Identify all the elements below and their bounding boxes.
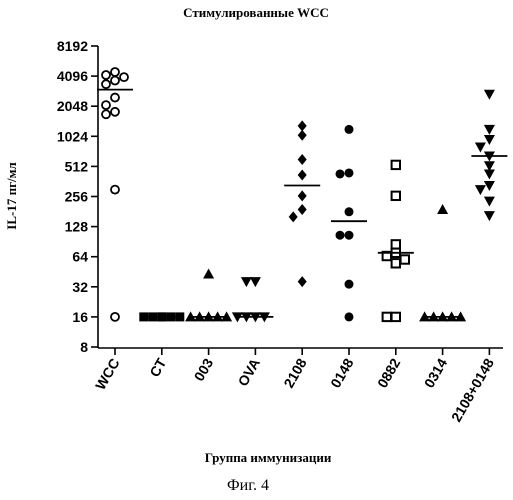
- x-tick-label-0148: 0148: [327, 355, 357, 390]
- data-point: [345, 168, 354, 177]
- data-point: [392, 259, 400, 267]
- x-tick-label-2108+0148: 2108+0148: [448, 355, 497, 424]
- data-point: [345, 312, 354, 321]
- data-point: [484, 197, 495, 207]
- data-point: [484, 181, 495, 191]
- data-point: [241, 277, 252, 287]
- data-point: [345, 231, 354, 240]
- x-tick-label-0882: 0882: [374, 355, 404, 390]
- data-point: [475, 143, 486, 153]
- y-axis-ticks: 8 16 32 64 128 256 512 1024 2048 4096 8192: [57, 38, 98, 355]
- data-point: [111, 313, 119, 321]
- x-tick-label-0314: 0314: [421, 355, 451, 390]
- chart-title: Стимулированные WCC: [183, 5, 329, 20]
- data-point: [484, 90, 495, 100]
- data-point: [345, 280, 354, 289]
- y-tick-label: 16: [72, 309, 88, 325]
- data-point: [120, 73, 128, 81]
- y-tick-label: 32: [72, 279, 88, 295]
- data-point: [250, 277, 261, 287]
- x-axis-label: Группа иммунизации: [205, 450, 332, 465]
- data-point: [437, 204, 448, 214]
- data-point: [298, 130, 307, 141]
- data-point: [345, 207, 354, 216]
- data-point: [298, 204, 307, 215]
- y-tick-label: 8192: [57, 38, 88, 54]
- data-point: [392, 192, 400, 200]
- y-tick-label: 128: [65, 219, 89, 235]
- y-tick-label: 2048: [57, 98, 88, 114]
- y-axis-label: IL-17 пг/мл: [4, 162, 19, 229]
- data-point: [336, 169, 345, 178]
- data-point: [102, 101, 110, 109]
- y-tick-label: 1024: [57, 128, 88, 144]
- data-point: [345, 125, 354, 134]
- x-tick-label-2108: 2108: [280, 355, 310, 390]
- data-point: [298, 170, 307, 181]
- data-point: [298, 154, 307, 165]
- data-point: [475, 185, 486, 195]
- y-tick-label: 4096: [57, 68, 88, 84]
- x-tick-label-wcc: WCC: [92, 356, 123, 393]
- y-tick-label: 256: [65, 189, 89, 205]
- data-point: [401, 255, 409, 263]
- data-point: [336, 231, 345, 240]
- x-tick-label-003: 003: [191, 355, 217, 383]
- data-point: [484, 125, 495, 135]
- data-point: [484, 211, 495, 221]
- figure-caption: Фиг. 4: [227, 477, 269, 494]
- y-tick-label: 8: [80, 339, 88, 355]
- data-point: [102, 80, 110, 88]
- x-tick-label-ct: CT: [146, 355, 169, 380]
- data-point: [298, 276, 307, 287]
- data-point: [484, 135, 495, 145]
- data-point: [392, 240, 400, 248]
- y-tick-label: 512: [65, 158, 89, 174]
- y-tick-label: 64: [72, 249, 88, 265]
- data-point: [102, 71, 110, 79]
- data-point: [484, 169, 495, 179]
- data-point: [383, 313, 391, 321]
- data-point: [102, 110, 110, 118]
- data-point: [392, 313, 400, 321]
- data-point: [111, 68, 119, 76]
- data-point: [111, 77, 119, 85]
- data-point: [203, 268, 214, 278]
- data-point: [298, 190, 307, 201]
- data-point: [111, 94, 119, 102]
- x-axis-ticks: WCC CT 003 OVA 2108 0148 0882 03142108+0148: [92, 348, 497, 425]
- data-point: [289, 211, 298, 222]
- data-point: [111, 186, 119, 194]
- data-point: [392, 161, 400, 169]
- data-point: [111, 108, 119, 116]
- data-points: [102, 68, 495, 322]
- x-tick-label-ova: OVA: [234, 356, 263, 389]
